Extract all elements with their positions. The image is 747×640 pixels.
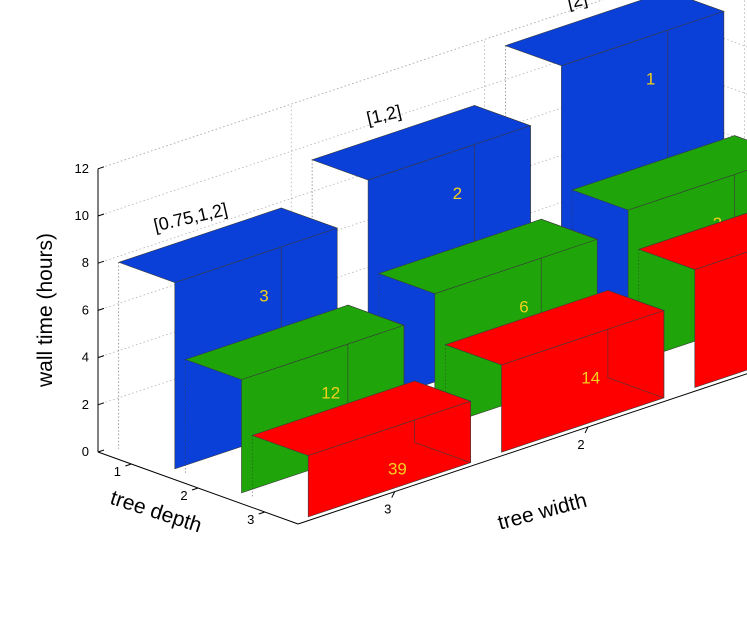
depth-tick bbox=[258, 511, 265, 515]
bar-top-face bbox=[377, 218, 599, 295]
bar-top-face bbox=[251, 380, 472, 456]
bar-count-label: 39 bbox=[388, 459, 407, 478]
z-tick-label: 12 bbox=[75, 161, 89, 176]
z-tick-label: 6 bbox=[82, 302, 89, 317]
width-tick-label: 3 bbox=[384, 502, 391, 517]
bar-count-label: 1 bbox=[646, 70, 655, 89]
z-tick bbox=[97, 166, 105, 170]
y-axis-label: tree depth bbox=[107, 486, 204, 537]
width-tick bbox=[391, 491, 396, 498]
z-tick bbox=[97, 355, 105, 359]
bar-count-label: 6 bbox=[519, 298, 528, 317]
bar-count-label: 3 bbox=[259, 286, 268, 305]
axis-layer: 024681012123123 bbox=[75, 161, 747, 527]
depth-tick-label: 2 bbox=[180, 488, 187, 503]
bar-d3-w2: 14 bbox=[444, 289, 665, 453]
z-tick bbox=[97, 402, 105, 406]
bar-top-face bbox=[117, 207, 339, 283]
x-axis-label: tree width bbox=[495, 489, 589, 535]
bar-top-face bbox=[444, 290, 665, 366]
bar-count-label: 12 bbox=[321, 383, 340, 402]
bar-front-face bbox=[694, 251, 747, 388]
bar-d3-w3: 39 bbox=[251, 380, 472, 518]
z-tick-label: 4 bbox=[82, 350, 89, 365]
bar-top-face bbox=[571, 135, 747, 211]
z-tick bbox=[97, 260, 105, 264]
depth-tick bbox=[191, 487, 199, 491]
width-tick bbox=[584, 426, 589, 434]
z-tick bbox=[97, 307, 105, 311]
z-tick-label: 8 bbox=[82, 255, 89, 270]
depth-tick-label: 1 bbox=[114, 464, 121, 479]
z-axis-label: wall time (hours) bbox=[34, 233, 57, 388]
bar-top-face bbox=[504, 0, 725, 67]
z-tick bbox=[97, 449, 105, 453]
bar-top-face bbox=[184, 304, 405, 380]
set-label: [1,2] bbox=[365, 101, 404, 128]
depth-tick-label: 3 bbox=[247, 512, 254, 527]
z-tick-label: 10 bbox=[75, 208, 89, 223]
bar-top-face bbox=[637, 212, 747, 270]
bar-layer: 123261231439 bbox=[117, 0, 747, 518]
width-tick-label: 2 bbox=[577, 437, 584, 452]
z-tick-label: 0 bbox=[82, 444, 89, 459]
depth-tick bbox=[125, 463, 132, 467]
bar-top-face bbox=[311, 105, 532, 181]
set-label: [2] bbox=[565, 0, 589, 13]
bar-count-label: 2 bbox=[453, 184, 462, 203]
z-tick-label: 2 bbox=[82, 397, 89, 412]
bar-d3-w1: 3 bbox=[637, 212, 747, 388]
bar-count-label: 14 bbox=[581, 369, 600, 388]
z-tick bbox=[97, 213, 105, 217]
